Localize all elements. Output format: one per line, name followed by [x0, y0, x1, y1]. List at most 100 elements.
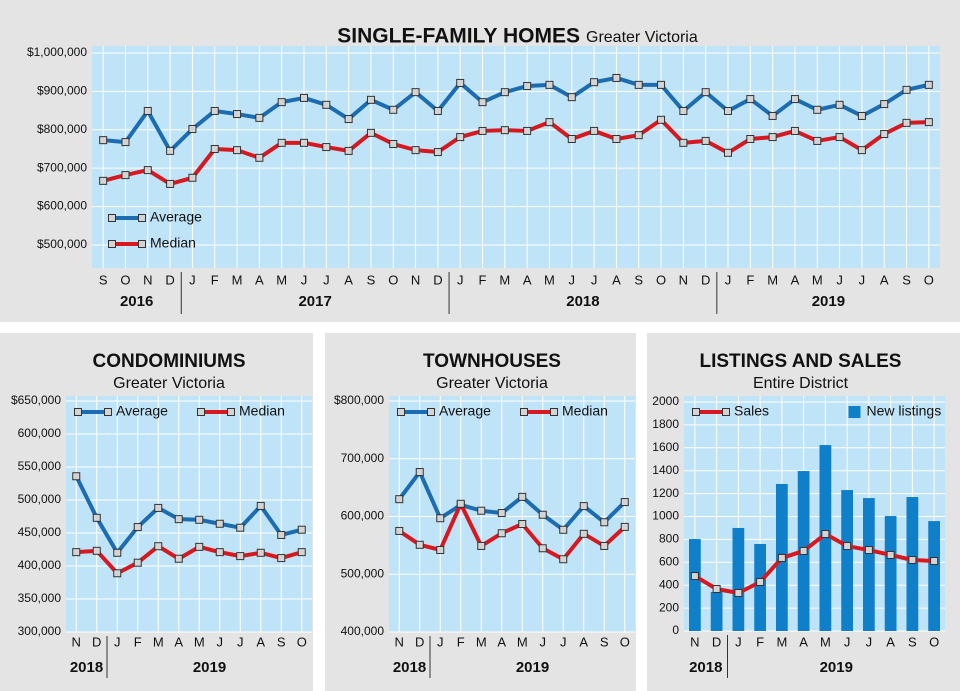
point	[701, 88, 710, 97]
point	[908, 556, 917, 565]
point	[210, 144, 219, 153]
x-tick-label: S	[99, 272, 108, 287]
point	[322, 143, 331, 152]
point	[143, 106, 152, 115]
x-tick-label: J	[591, 272, 598, 287]
point	[366, 128, 375, 137]
x-tick-label: F	[479, 272, 487, 287]
point	[143, 166, 152, 175]
point	[436, 545, 445, 554]
x-tick-label: M	[232, 272, 243, 287]
y-tick-label: 300,000	[18, 624, 62, 638]
x-tick-label: J	[735, 634, 742, 649]
x-tick-label: A	[174, 634, 183, 649]
point	[174, 554, 183, 563]
point	[843, 542, 852, 551]
x-tick-label: A	[886, 634, 895, 649]
point	[322, 100, 331, 109]
x-tick-label: J	[217, 634, 224, 649]
x-tick-label: N	[679, 272, 688, 287]
point	[477, 506, 486, 515]
x-tick-label: F	[756, 634, 764, 649]
x-tick-label: D	[92, 634, 101, 649]
point	[99, 176, 108, 185]
legend-marker	[104, 408, 112, 416]
point	[433, 148, 442, 157]
point	[233, 110, 242, 119]
chart-title: SINGLE-FAMILY HOMES	[337, 25, 580, 48]
x-tick-label: A	[880, 272, 889, 287]
point	[813, 105, 822, 114]
point	[113, 548, 122, 557]
x-tick-label: O	[656, 272, 666, 287]
x-tick-label: N	[395, 634, 404, 649]
point	[478, 126, 487, 135]
point	[600, 541, 609, 550]
point	[456, 499, 465, 508]
point	[133, 558, 142, 567]
point	[612, 73, 621, 82]
legend-marker	[227, 408, 235, 416]
point	[523, 82, 532, 91]
point	[92, 546, 101, 555]
point	[297, 525, 306, 534]
point	[415, 468, 424, 477]
x-tick-label: D	[415, 634, 424, 649]
point	[255, 153, 264, 162]
point	[902, 85, 911, 94]
point	[389, 139, 398, 148]
legend-marker	[550, 408, 558, 416]
legend-label: Median	[150, 235, 196, 251]
point	[121, 138, 130, 147]
bar	[819, 445, 832, 631]
point	[154, 503, 163, 512]
point	[690, 572, 699, 581]
point	[657, 80, 666, 89]
plot-area	[684, 396, 945, 631]
y-tick-label: 700,000	[341, 451, 385, 465]
point	[545, 118, 554, 127]
point	[500, 88, 509, 97]
year-label: 2018	[393, 659, 426, 676]
bar	[884, 516, 897, 631]
y-tick-label: 1000	[652, 509, 679, 523]
point	[500, 126, 509, 135]
y-tick-label: 600,000	[341, 509, 385, 523]
y-tick-label: $800,000	[334, 393, 384, 407]
y-tick-label: 550,000	[18, 459, 62, 473]
point	[256, 501, 265, 510]
point	[835, 133, 844, 142]
point	[277, 530, 286, 539]
x-tick-label: A	[579, 634, 588, 649]
legend-marker	[722, 408, 730, 416]
point	[559, 525, 568, 534]
point	[195, 542, 204, 551]
legend-label: Median	[239, 403, 285, 419]
bar	[689, 539, 701, 631]
year-label: 2017	[298, 293, 331, 310]
y-tick-label: $500,000	[37, 237, 87, 251]
point	[799, 546, 808, 555]
point	[154, 542, 163, 551]
plot-area	[92, 46, 940, 268]
chart-subtitle: Greater Victoria	[586, 29, 698, 46]
point	[188, 125, 197, 134]
legend-marker	[427, 408, 435, 416]
point	[456, 133, 465, 142]
x-tick-label: O	[620, 634, 630, 649]
y-tick-label: 350,000	[18, 591, 62, 605]
x-tick-label: A	[799, 634, 808, 649]
legend-label: Sales	[734, 403, 769, 419]
point	[344, 115, 353, 124]
point	[813, 136, 822, 145]
point	[215, 519, 224, 528]
point	[734, 588, 743, 597]
y-tick-label: 1200	[652, 486, 679, 500]
point	[92, 513, 101, 522]
x-tick-label: S	[367, 272, 376, 287]
x-tick-label: A	[255, 272, 264, 287]
point	[835, 100, 844, 109]
point	[930, 557, 939, 566]
y-tick-label: 500,000	[18, 492, 62, 506]
legend-marker	[692, 408, 700, 416]
